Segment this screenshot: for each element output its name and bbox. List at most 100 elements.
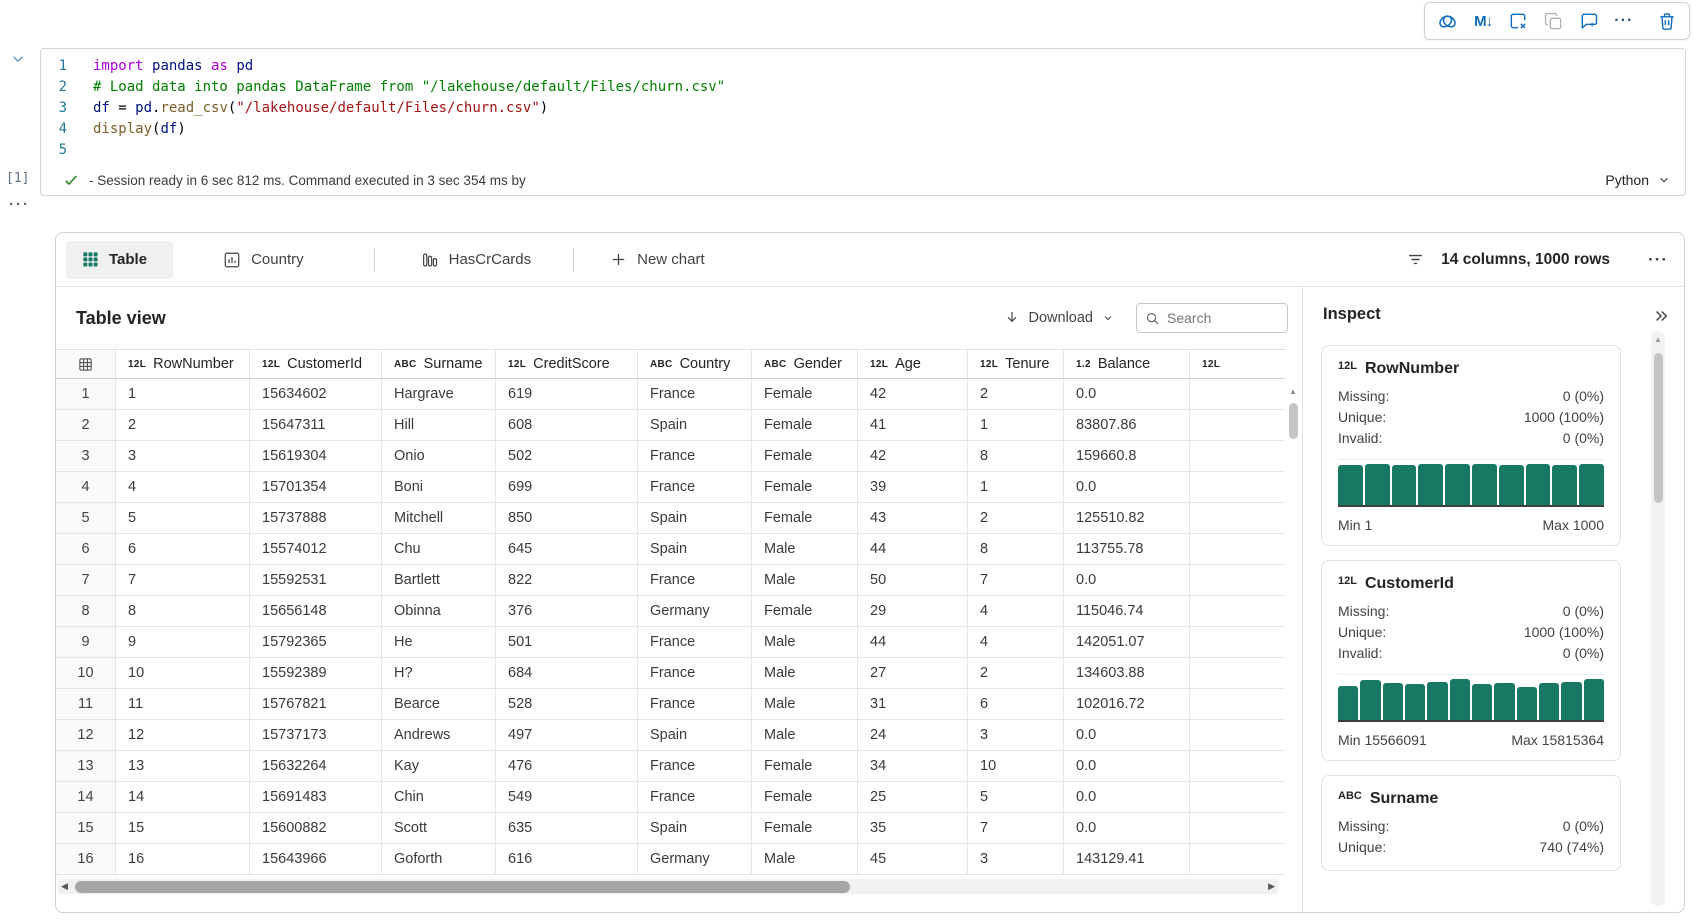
code-line: 2 # Load data into pandas DataFrame from …	[41, 77, 1685, 98]
min-label: Min 1	[1338, 517, 1373, 533]
scroll-up-arrow[interactable]: ▲	[1289, 387, 1297, 396]
column-type-badge: 12L	[980, 358, 999, 370]
stat-label: Invalid:	[1338, 430, 1383, 446]
column-header[interactable]: ABC Country	[638, 350, 752, 379]
table-cell: Male	[752, 658, 858, 689]
column-header[interactable]: 12L CustomerId	[250, 350, 382, 379]
table-cell: Female	[752, 379, 858, 410]
inspect-title: Inspect	[1323, 305, 1381, 323]
stat-value: 740 (74%)	[1539, 839, 1604, 855]
scroll-thumb[interactable]	[75, 880, 850, 893]
plus-icon	[612, 253, 625, 266]
tab-divider	[373, 247, 375, 272]
table-cell: 15619304	[250, 441, 382, 472]
scroll-right-arrow[interactable]: ▶	[1268, 881, 1275, 891]
tab-table[interactable]: Table	[66, 240, 174, 279]
code-cell[interactable]: 1 import pandas as pd 2 # Load data into pa…	[40, 48, 1686, 196]
card-stats: Missing: 0 (0%) Unique: 1000 (100%) Invalid:…	[1338, 386, 1604, 449]
code-editor[interactable]: 1 import pandas as pd 2 # Load data into pa…	[41, 49, 1685, 161]
table-row[interactable]: 13 13 15632264 Kay 476 France Female 34 10 0.0	[56, 751, 1286, 782]
table-row[interactable]: 7 7 15592531 Bartlett 822 France Male 50 7 0.0	[56, 565, 1286, 596]
scroll-thumb[interactable]	[1653, 353, 1663, 503]
language-picker[interactable]: Python	[1605, 172, 1671, 188]
inspect-scrollbar[interactable]: ▲	[1651, 331, 1665, 906]
table-row[interactable]: 2 2 15647311 Hill 608 Spain Female 41 1 83807.86	[56, 410, 1286, 441]
hist-bar	[1498, 465, 1524, 505]
clear-outputs-icon[interactable]	[1508, 10, 1528, 32]
table-row[interactable]: 5 5 15737888 Mitchell 850 Spain Female 43 2 12551…	[56, 503, 1286, 534]
table-cell	[1190, 627, 1285, 658]
table-vertical-scrollbar[interactable]: ▲	[1286, 379, 1302, 872]
column-name: Age	[895, 356, 921, 372]
table-row[interactable]: 6 6 15574012 Chu 645 Spain Male 44 8 113755.78	[56, 534, 1286, 565]
table-row[interactable]: 8 8 15656148 Obinna 376 Germany Female 29 4 11504…	[56, 596, 1286, 627]
table-row[interactable]: 11 11 15767821 Bearce 528 France Male 31 6 102016…	[56, 689, 1286, 720]
table-row[interactable]: 12 12 15737173 Andrews 497 Spain Male 24 3 0.0	[56, 720, 1286, 751]
column-header[interactable]: ABC Gender	[752, 350, 858, 379]
tab-hascrcards[interactable]: HasCrCards	[421, 251, 531, 269]
table-cell	[1190, 410, 1285, 441]
column-name: RowNumber	[153, 356, 234, 372]
delete-cell-icon[interactable]	[1657, 10, 1677, 32]
scroll-left-arrow[interactable]: ◀	[61, 881, 68, 891]
scroll-up-arrow[interactable]: ▲	[1654, 335, 1662, 344]
column-header[interactable]: 12L RowNumber	[116, 350, 250, 379]
table-cell: 497	[496, 720, 638, 751]
card-column-name: RowNumber	[1364, 360, 1460, 377]
session-status-text: - Session ready in 6 sec 812 ms. Command…	[89, 172, 526, 188]
convert-to-markdown-icon[interactable]: M↓	[1474, 12, 1493, 30]
table-cell: 143129.41	[1064, 844, 1190, 875]
table-cell: 2	[116, 410, 250, 441]
download-button[interactable]: Download	[1004, 310, 1115, 326]
table-cell	[1190, 720, 1285, 751]
inspect-panel: Inspect 12L RowNumber Missing: 0 (0%) Unique…	[1302, 287, 1684, 912]
table-row[interactable]: 9 9 15792365 He 501 France Male 44 4 142051.07	[56, 627, 1286, 658]
table-row[interactable]: 1 1 15634602 Hargrave 619 France Female 42 2 0.0	[56, 379, 1286, 410]
table-corner-cell[interactable]	[56, 350, 116, 379]
cell-more-menu[interactable]: ···	[9, 196, 30, 213]
results-more-icon[interactable]: ···	[1648, 249, 1668, 269]
stat-value: 0 (0%)	[1562, 818, 1604, 834]
column-header[interactable]: ABC Surname	[382, 350, 496, 379]
table-cell: 528	[496, 689, 638, 720]
table-cell: 616	[496, 844, 638, 875]
column-header[interactable]: 1.2 Balance	[1064, 350, 1190, 379]
tab-country[interactable]: Country	[223, 251, 304, 269]
table-cell: 4	[968, 596, 1064, 627]
table-cell: Female	[752, 503, 858, 534]
table-cell: 42	[858, 379, 968, 410]
add-comment-icon[interactable]	[1579, 10, 1599, 32]
copilot-icon[interactable]	[1437, 10, 1458, 32]
table-cell: Germany	[638, 844, 752, 875]
scroll-thumb[interactable]	[1289, 403, 1298, 439]
table-horizontal-scrollbar[interactable]: ◀ ▶	[58, 879, 1278, 894]
table-row[interactable]: 16 16 15643966 Goforth 616 Germany Male 45 3 1431…	[56, 844, 1286, 875]
column-type-badge: ABC	[1338, 790, 1362, 802]
search-input[interactable]	[1167, 310, 1279, 326]
table-cell: 0.0	[1064, 379, 1190, 410]
table-row[interactable]: 15 15 15600882 Scott 635 Spain Female 35 7 0.0	[56, 813, 1286, 844]
filter-icon[interactable]	[1406, 250, 1425, 269]
column-header[interactable]: 12L	[1190, 350, 1285, 379]
table-cell: Male	[752, 627, 858, 658]
table-row[interactable]: 14 14 15691483 Chin 549 France Female 25 5 0.0	[56, 782, 1286, 813]
stat-row: Missing: 0 (0%)	[1338, 816, 1604, 837]
table-row[interactable]: 3 3 15619304 Onio 502 France Female 42 8 159660.8	[56, 441, 1286, 472]
table-row[interactable]: 4 4 15701354 Boni 699 France Female 39 1 0.0	[56, 472, 1286, 503]
new-chart-button[interactable]: New chart	[610, 251, 705, 268]
column-header[interactable]: 12L CreditScore	[496, 350, 638, 379]
column-header[interactable]: 12L Tenure	[968, 350, 1064, 379]
table-row[interactable]: 10 10 15592389 H? 684 France Male 27 2 134603.88	[56, 658, 1286, 689]
table-cell: Germany	[638, 596, 752, 627]
table-cell	[1190, 782, 1285, 813]
collapse-inspect-icon[interactable]	[1652, 307, 1670, 330]
duplicate-cell-icon	[1543, 10, 1563, 32]
row-index-cell: 6	[56, 534, 116, 565]
more-options-icon[interactable]: ···	[1614, 12, 1634, 29]
table-cell: 822	[496, 565, 638, 596]
table-cell: 15600882	[250, 813, 382, 844]
column-header[interactable]: 12L Age	[858, 350, 968, 379]
collapse-cell-icon[interactable]	[9, 50, 27, 73]
row-index-cell: 16	[56, 844, 116, 875]
